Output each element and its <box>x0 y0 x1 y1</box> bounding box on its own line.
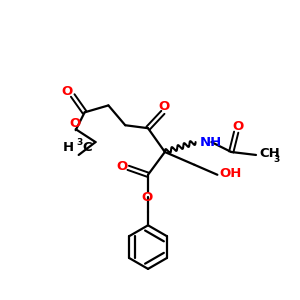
Text: C: C <box>82 140 92 154</box>
Text: O: O <box>232 120 244 133</box>
Text: O: O <box>141 191 153 204</box>
Text: O: O <box>61 85 72 98</box>
Text: O: O <box>158 100 169 113</box>
Text: 3: 3 <box>77 138 83 147</box>
Text: CH: CH <box>259 148 280 160</box>
Text: 3: 3 <box>274 155 280 164</box>
Text: NH: NH <box>200 136 222 148</box>
Text: O: O <box>69 117 80 130</box>
Text: H: H <box>63 140 74 154</box>
Text: OH: OH <box>219 167 242 180</box>
Text: O: O <box>117 160 128 173</box>
